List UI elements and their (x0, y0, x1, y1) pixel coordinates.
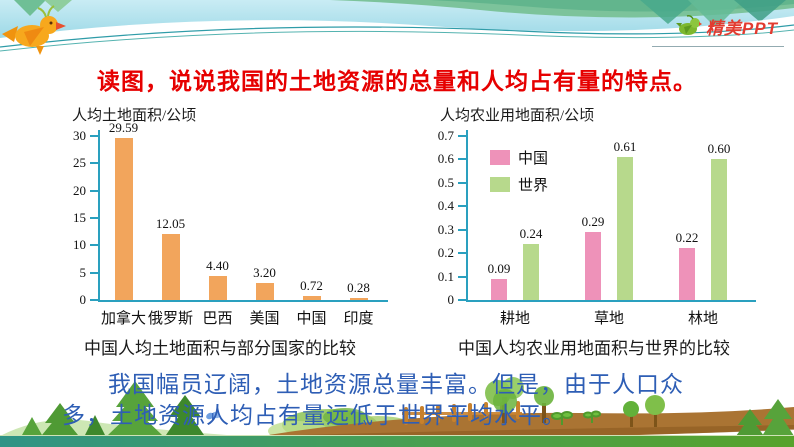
legend-swatch (490, 177, 510, 192)
y-tick-mark (90, 299, 98, 301)
y-tick-mark (458, 181, 466, 184)
bar-value-label: 0.28 (347, 280, 370, 296)
y-tick-mark (90, 244, 98, 247)
bar-value-label: 0.24 (519, 225, 543, 241)
bar (161, 234, 180, 300)
bar-value-label: 0.60 (707, 141, 731, 157)
x-category-label: 巴西 (202, 311, 233, 327)
per-capita-land-chart: 人均土地面积/公顷 0 5 10 15 20 25 30 加拿大 29.59 俄罗斯 12.05 巴西… (56, 100, 396, 332)
bar (255, 282, 274, 300)
bar (114, 138, 133, 300)
summary-line-1: 我国幅员辽阔，土地资源总量丰富。但是，由于人口众 (108, 372, 684, 397)
left-chart-caption: 中国人均土地面积与部分国家的比较 (84, 339, 356, 358)
bar-value-label: 0.29 (581, 214, 605, 230)
bar-value-label: 0.61 (613, 139, 637, 155)
y-tick-label: 15 (73, 210, 86, 225)
y-tick-label: 0.3 (437, 221, 454, 237)
y-tick-label: 0 (79, 292, 87, 307)
y-tick-mark (90, 162, 98, 165)
top-banner: 精美PPT (0, 0, 794, 58)
legend-swatch (490, 150, 510, 165)
x-category-label: 耕地 (499, 311, 530, 327)
y-tick-mark (458, 299, 466, 301)
y-tick-label: 10 (73, 237, 86, 253)
y-tick-label: 0.6 (437, 151, 454, 167)
bar (491, 278, 507, 300)
green-bird-icon (675, 14, 702, 35)
y-tick-label: 25 (73, 155, 86, 171)
bar (617, 157, 633, 300)
bar (679, 248, 695, 300)
y-tick-mark (90, 135, 98, 137)
summary-text: 我国幅员辽阔，土地资源总量丰富。但是，由于人口众多，土地资源人均占有量远低于世界… (62, 370, 746, 432)
y-axis-line (466, 130, 468, 302)
bar (349, 298, 368, 300)
y-tick-label: 0 (447, 292, 455, 307)
bar (302, 296, 321, 300)
bar-value-label: 0.22 (675, 230, 699, 246)
x-axis-line (466, 300, 756, 302)
bar (585, 232, 601, 300)
y-tick-label: 0.4 (437, 198, 454, 214)
x-category-label: 林地 (687, 311, 718, 327)
y-tick-label: 20 (73, 182, 86, 198)
x-category-label: 印度 (343, 311, 374, 327)
x-axis-line (98, 300, 388, 302)
logo-underline (652, 46, 784, 47)
y-tick-label: 0.2 (437, 245, 454, 261)
y-tick-label: 5 (79, 264, 87, 280)
x-category-label: 草地 (593, 311, 624, 327)
page-title: 读图，说说我国的土地资源的总量和人均占有量的特点。 (97, 69, 697, 94)
bar (523, 243, 539, 300)
y-tick-mark (458, 252, 466, 255)
legend-label: 世界 (518, 178, 549, 194)
y-tick-label: 30 (73, 128, 86, 143)
x-category-label: 加拿大 (100, 311, 146, 327)
bar-value-label: 4.40 (206, 257, 229, 273)
y-tick-label: 0.1 (437, 268, 454, 284)
x-category-label: 美国 (249, 311, 280, 327)
banner-wave-graphic (0, 0, 794, 58)
bar (208, 275, 227, 300)
y-tick-label: 0.7 (437, 128, 454, 143)
y-tick-mark (458, 228, 466, 231)
bar-value-label: 0.09 (487, 260, 511, 276)
bar-value-label: 0.72 (300, 278, 323, 294)
bar-value-label: 12.05 (155, 216, 186, 232)
bar (711, 159, 727, 300)
y-tick-mark (458, 275, 466, 278)
right-chart-caption: 中国人均农业用地面积与世界的比较 (458, 339, 730, 358)
x-category-label: 俄罗斯 (147, 311, 193, 327)
summary-line-2: 多，土地资源人均占有量远低于世界平均水平。 (62, 402, 566, 428)
logo-text: 精美PPT (705, 19, 778, 38)
x-category-label: 中国 (296, 311, 327, 327)
y-tick-label: 0.5 (437, 174, 454, 190)
bar-value-label: 29.59 (108, 120, 139, 136)
y-tick-mark (90, 271, 98, 274)
brand-logo: 精美PPT (675, 14, 778, 39)
y-tick-mark (458, 135, 466, 137)
y-axis-line (98, 130, 100, 302)
left-chart-title: 人均土地面积/公顷 (72, 108, 197, 124)
bar-value-label: 3.20 (253, 264, 276, 280)
orange-bird-icon (2, 5, 66, 55)
y-tick-mark (458, 158, 466, 161)
y-tick-mark (90, 189, 98, 192)
y-tick-mark (458, 205, 466, 208)
legend-label: 中国 (518, 151, 549, 167)
y-tick-mark (90, 217, 98, 219)
right-chart-title: 人均农业用地面积/公顷 (440, 108, 595, 124)
per-capita-farmland-chart: 人均农业用地面积/公顷 0 0.1 0.2 0.3 0.4 0.5 0.6 0.7 耕地 0.09… (424, 100, 764, 332)
